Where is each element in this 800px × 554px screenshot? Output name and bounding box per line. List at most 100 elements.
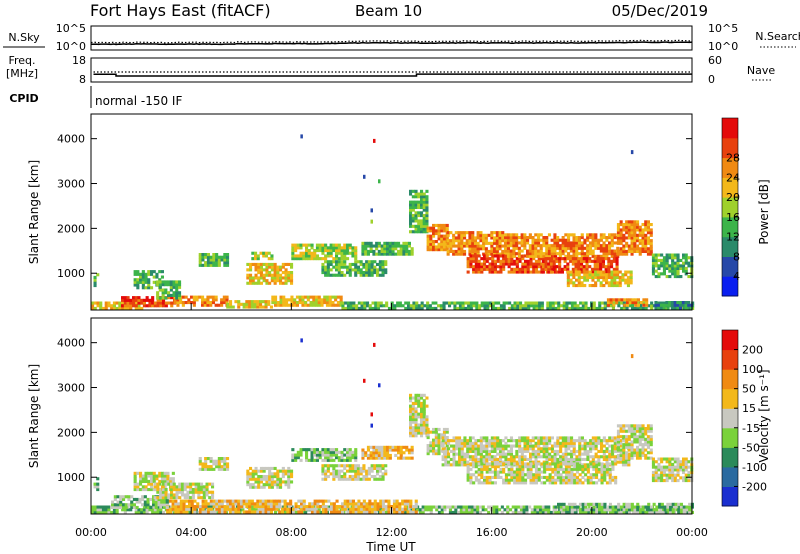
data-cell [115,301,119,305]
data-cell [241,508,245,512]
data-cell [610,254,614,258]
data-cell [471,241,475,245]
data-cell [575,238,579,242]
data-cell [615,298,619,302]
data-cell [657,253,661,257]
data-cell [281,281,285,285]
data-cell [397,244,401,248]
data-cell [259,475,263,479]
data-cell [553,252,557,256]
data-cell [583,254,587,258]
data-cell [569,281,573,285]
data-cell [390,304,394,308]
data-cell [250,302,254,306]
data-cell [636,223,640,227]
data-cell [174,510,178,514]
data-cell [494,301,498,305]
data-cell [520,439,524,443]
data-cell [223,467,227,471]
data-cell [283,505,287,509]
data-cell [362,507,366,511]
data-cell [572,246,576,250]
data-cell [96,301,100,305]
data-cell [420,431,424,435]
data-cell [302,505,306,509]
data-cell [668,275,672,279]
data-cell [550,436,554,440]
data-cell [468,505,472,509]
data-cell [673,269,677,273]
data-cell [625,244,629,248]
data-cell [388,445,392,449]
data-cell [442,229,446,233]
data-cell [462,510,466,514]
data-cell [454,252,458,256]
data-cell [261,300,265,304]
data-cell [218,502,222,506]
data-cell [504,457,508,461]
data-cell [612,259,616,263]
data-cell [161,291,165,295]
data-cell [115,306,119,310]
data-cell [402,244,406,248]
data-cell [523,441,527,445]
data-cell [552,508,556,512]
data-cell [183,485,187,489]
data-cell [549,257,553,261]
data-cell [493,470,497,474]
data-cell [493,475,497,479]
data-cell [537,444,541,448]
data-cell [132,296,136,300]
data-cell [569,273,573,277]
data-cell [539,508,543,512]
data-cell [603,304,607,308]
data-cell [458,436,462,440]
data-cell [619,223,623,227]
data-cell [351,246,355,250]
data-cell [385,301,389,305]
data-cell [116,503,120,507]
data-cell [466,452,470,456]
data-cell [273,276,277,280]
data-cell [570,444,574,448]
data-cell [190,295,194,299]
data-cell [561,452,565,456]
data-cell [598,306,602,310]
data-cell [346,304,350,308]
data-cell [226,502,230,506]
data-cell [553,244,557,248]
data-cell [249,485,253,489]
data-cell [673,275,677,279]
data-cell [472,465,476,469]
data-cell [474,465,478,469]
data-cell [580,265,584,269]
data-cell [654,264,658,268]
data-cell [523,447,527,451]
data-cell [539,233,543,237]
data-cell [629,281,633,285]
data-cell [346,502,350,506]
data-cell [156,496,160,500]
data-cell [141,477,145,481]
data-cell [191,482,195,486]
data-cell [352,301,356,305]
data-cell [355,306,359,310]
data-cell [155,474,159,478]
data-cell [409,434,413,438]
data-cell [273,262,277,266]
data-cell [591,436,595,440]
data-cell [474,444,478,448]
data-cell [175,280,179,284]
data-cell [469,301,473,305]
data-cell [272,499,276,503]
data-cell [575,284,579,288]
data-cell [478,510,482,514]
data-cell [451,505,455,509]
data-cell [531,238,535,242]
data-cell [599,270,603,274]
data-cell [684,303,688,307]
data-cell [631,306,635,310]
data-cell [167,291,171,295]
data-cell [315,453,319,457]
data-cell [567,246,571,250]
